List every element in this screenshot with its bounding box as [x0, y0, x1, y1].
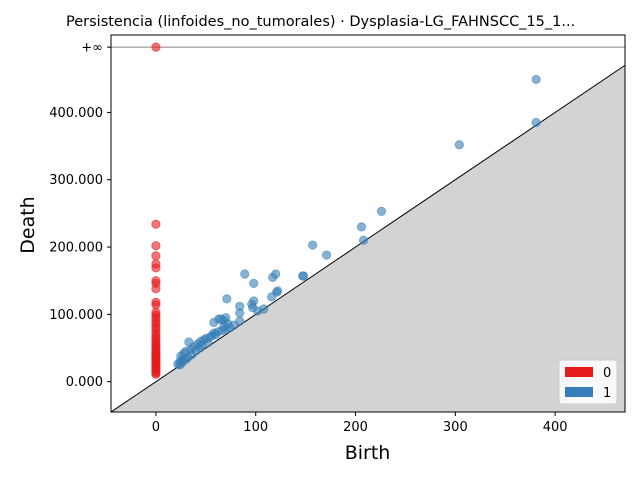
legend-swatch: [565, 367, 593, 377]
x-axis-label: Birth: [345, 442, 391, 464]
axes-frame: [110, 34, 626, 413]
data-point: [151, 369, 161, 379]
data-point: [531, 74, 541, 85]
data-point: [454, 140, 464, 150]
data-point: [321, 250, 332, 260]
plot-area: 0 100 200 300 4000.000100.000200.000300.0004…: [49, 34, 626, 435]
data-point: [175, 360, 185, 370]
data-point: [299, 271, 309, 281]
data-point: [308, 240, 318, 250]
x-tick-label: 200: [343, 420, 368, 435]
data-point: [240, 269, 250, 279]
x-tick-label: 100: [243, 420, 268, 435]
data-point: [151, 263, 161, 273]
data-point: [356, 222, 367, 232]
data-point: [376, 206, 387, 216]
y-tick-label: 200.000: [49, 241, 103, 256]
y-tick-label: 400.000: [49, 106, 103, 121]
legend-swatch: [565, 387, 593, 397]
data-point: [358, 235, 369, 245]
data-point: [268, 272, 278, 282]
y-tick-label: 100.000: [49, 308, 103, 323]
legend: 01: [558, 359, 618, 405]
data-point: [151, 284, 161, 294]
x-tick-label: 400: [543, 420, 568, 435]
legend-label: 1: [603, 386, 611, 401]
data-point: [531, 117, 541, 128]
data-point: [151, 251, 161, 261]
y-tick-label: +∞: [81, 41, 103, 56]
data-point: [151, 241, 161, 251]
y-tick-label: 0.000: [66, 375, 103, 390]
data-point: [249, 278, 259, 289]
chart-title: Persistencia (linfoides_no_tumorales) · …: [66, 14, 575, 30]
y-tick-label: 300.000: [49, 173, 103, 188]
data-point: [253, 306, 263, 316]
y-axis-label: Death: [17, 196, 39, 253]
data-point: [151, 219, 161, 229]
plot-content: [111, 42, 625, 412]
data-point: [222, 294, 232, 304]
data-point: [151, 42, 161, 52]
data-point: [235, 308, 245, 318]
legend-label: 0: [603, 366, 611, 381]
x-tick-label: 300: [443, 420, 468, 435]
x-tick-label: 0: [152, 420, 160, 435]
data-point: [267, 292, 277, 302]
